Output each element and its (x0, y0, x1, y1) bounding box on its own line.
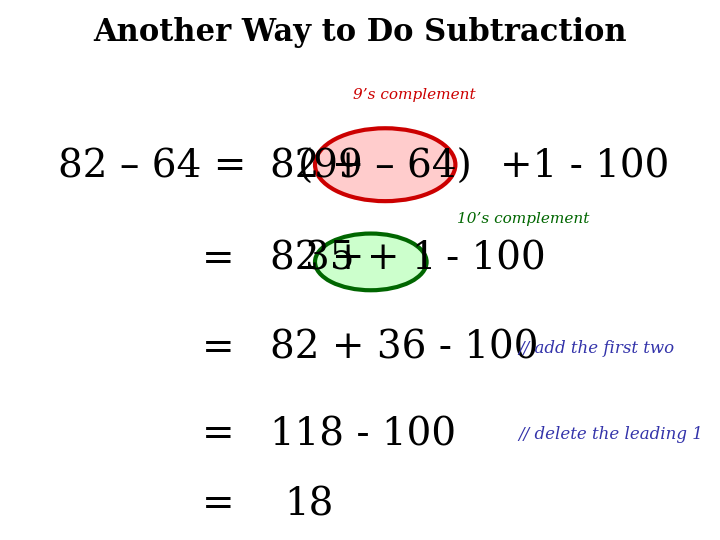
Ellipse shape (315, 233, 426, 290)
Text: =: = (202, 487, 246, 523)
Text: 9’s complement: 9’s complement (353, 87, 475, 102)
Text: Another Way to Do Subtraction: Another Way to Do Subtraction (93, 17, 627, 48)
Text: =: = (202, 416, 246, 453)
Text: (99 – 64): (99 – 64) (298, 149, 472, 186)
Text: =: = (202, 330, 246, 367)
Text: - 100: - 100 (446, 241, 546, 278)
Text: // delete the leading 1: // delete the leading 1 (518, 426, 703, 443)
Text: 18: 18 (284, 487, 334, 523)
Text: 82 – 64 =: 82 – 64 = (58, 149, 258, 186)
Text: 35 + 1: 35 + 1 (305, 241, 436, 278)
Text: // add the first two: // add the first two (518, 340, 675, 357)
Text: =: = (202, 241, 246, 278)
Ellipse shape (315, 128, 456, 201)
Text: 82 + 36 - 100: 82 + 36 - 100 (270, 330, 539, 367)
Text: 118 - 100: 118 - 100 (270, 416, 456, 453)
Text: 82 +: 82 + (270, 149, 377, 186)
Text: 10’s complement: 10’s complement (457, 212, 590, 226)
Text: 82 +: 82 + (270, 241, 377, 278)
Text: +1 - 100: +1 - 100 (500, 149, 670, 186)
